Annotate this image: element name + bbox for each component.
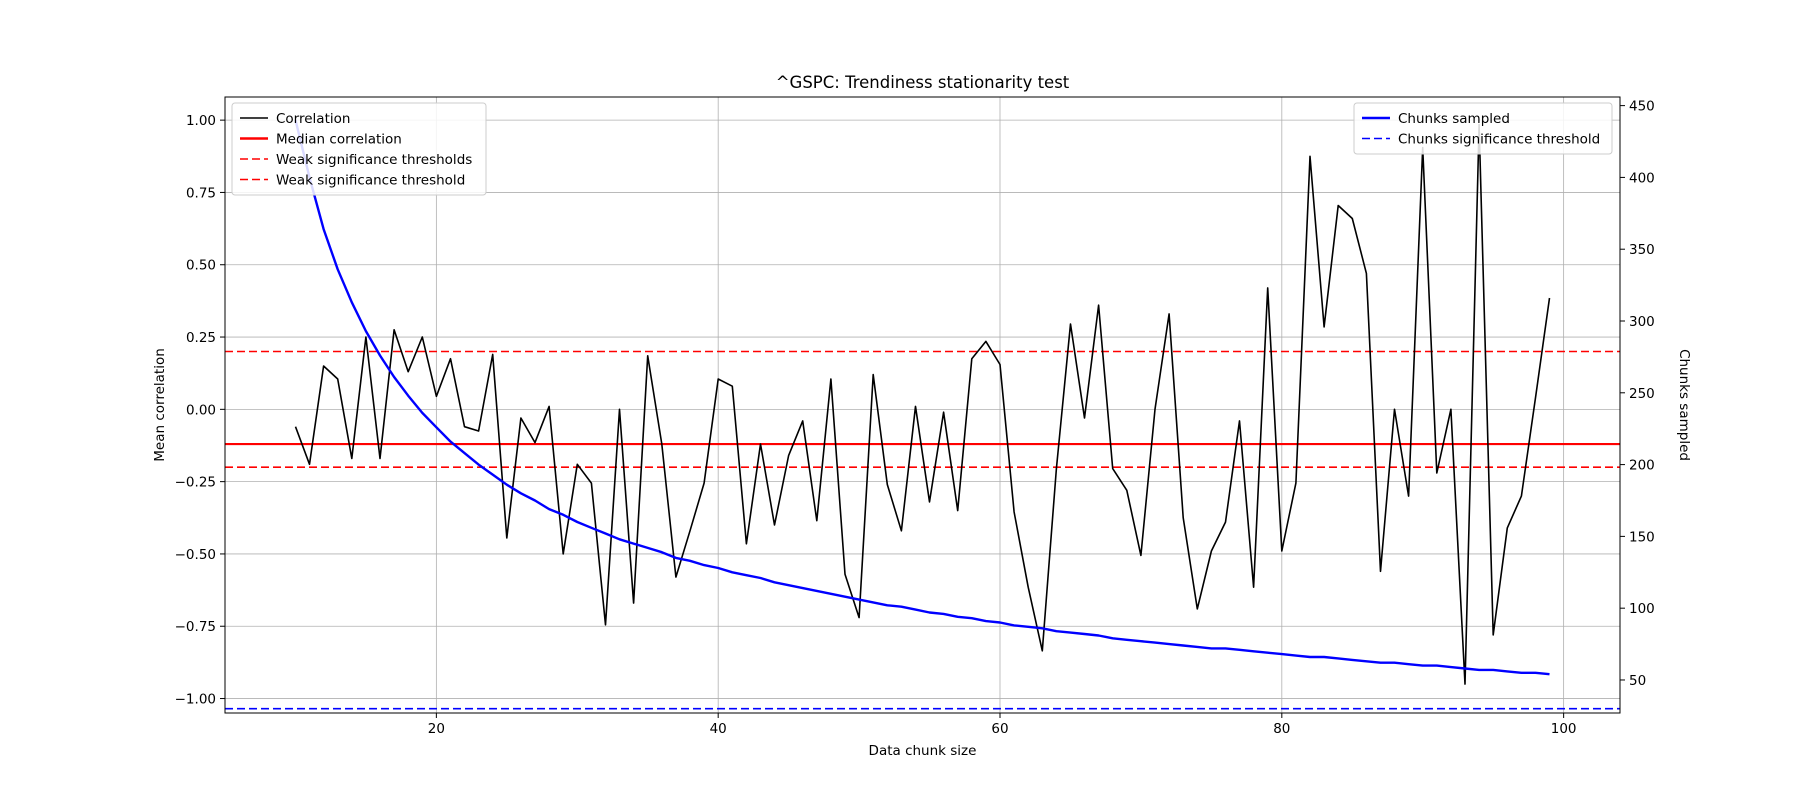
legend-label: Correlation: [276, 111, 350, 127]
y2-tick-label: 50: [1629, 673, 1646, 689]
plot-frame: [224, 96, 1621, 714]
axis-ticks: 20 40 60 80 100 1.00 0.75 0.50 0.25 0.00 −0.25 −0.5…: [175, 99, 1655, 737]
y2-axis-title: Chunks sampled: [1676, 349, 1692, 461]
y-tick-label: 0.75: [186, 185, 216, 201]
series-line-chunks-sampled: [294, 119, 1550, 676]
y-axis-title: Mean correlation: [152, 348, 168, 462]
legend-box: [231, 102, 487, 196]
y-tick-label: 1.00: [186, 113, 216, 129]
y2-tick-label: 300: [1629, 314, 1655, 330]
y-tick-label: 0.25: [186, 330, 216, 346]
x-tick-label: 100: [1551, 721, 1577, 737]
x-axis-title: Data chunk size: [869, 743, 977, 759]
y2-tick-label: 100: [1629, 601, 1655, 617]
y2-tick-label: 250: [1629, 386, 1655, 402]
y-tick-label: −0.25: [175, 475, 216, 491]
x-tick-label: 60: [991, 721, 1008, 737]
y-tick-label: 0.50: [186, 258, 216, 274]
x-tick-label: 80: [1273, 721, 1290, 737]
y-tick-label: −0.50: [175, 547, 216, 563]
y2-tick-label: 200: [1629, 458, 1655, 474]
legend-left: Correlation Median correlation Weak signif…: [231, 102, 487, 196]
legend-label: Weak significance thresholds: [276, 152, 472, 168]
y2-tick-label: 450: [1629, 99, 1655, 115]
y-tick-label: −1.00: [175, 692, 216, 708]
x-tick-label: 20: [428, 721, 445, 737]
x-tick-label: 40: [710, 721, 727, 737]
y2-tick-label: 350: [1629, 242, 1655, 258]
legend-right: Chunks sampled Chunks significance thresh…: [1353, 102, 1613, 155]
threshold-lines: [225, 350, 1620, 710]
series-line-correlation: [294, 123, 1551, 685]
y-tick-label: 0.00: [186, 402, 216, 418]
legend-label: Median correlation: [276, 132, 402, 148]
y2-tick-label: 150: [1629, 529, 1655, 545]
legend-label: Chunks significance threshold: [1398, 132, 1600, 148]
legend-label: Chunks sampled: [1398, 111, 1510, 127]
y2-tick-label: 400: [1629, 170, 1655, 186]
chart-title: ^GSPC: Trendiness stationarity test: [776, 73, 1070, 92]
legend-box: [1353, 102, 1613, 155]
legend-label: Weak significance threshold: [276, 173, 465, 189]
series-layer: [294, 119, 1551, 685]
y-tick-label: −0.75: [175, 619, 216, 635]
